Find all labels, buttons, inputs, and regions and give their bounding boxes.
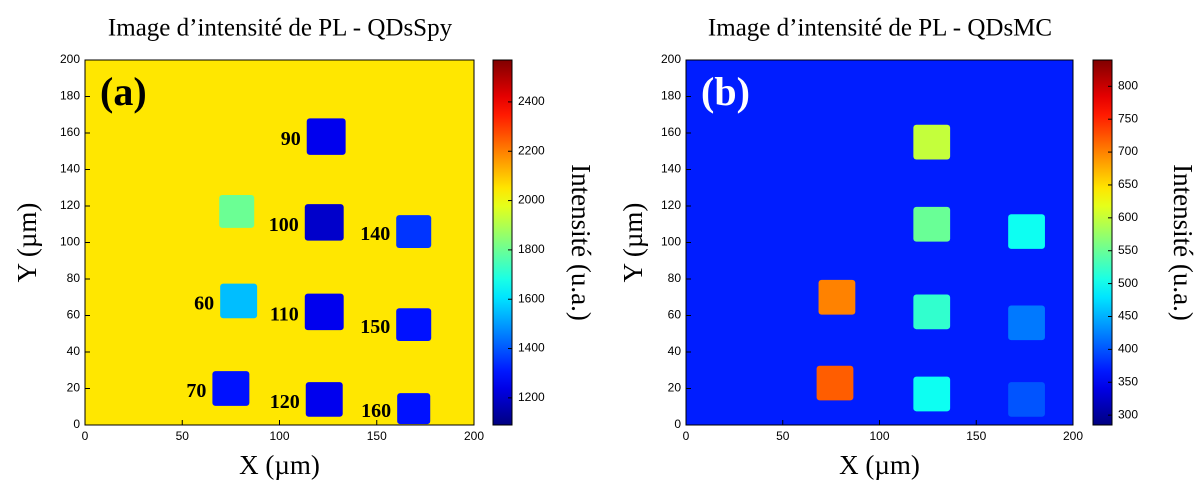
heatmap-region	[212, 371, 250, 406]
region-label: 60	[194, 292, 214, 314]
colorbar-tick-label: 400	[1118, 342, 1138, 356]
y-tick-label: 180	[60, 89, 80, 103]
region-label: 120	[270, 391, 300, 413]
x-tick-label: 150	[367, 429, 387, 443]
colorbar-tick-label: 1400	[518, 341, 545, 355]
y-tick-label: 100	[60, 235, 80, 249]
y-tick-label: 60	[67, 308, 81, 322]
heatmap-region	[220, 283, 258, 319]
y-tick-label: 120	[60, 198, 80, 212]
x-tick-label: 100	[869, 429, 889, 443]
panel-label: (b)	[701, 69, 750, 114]
x-tick-label: 0	[683, 429, 690, 443]
colorbar-tick-label: 350	[1118, 374, 1138, 388]
colorbar-tick-label: 2400	[518, 94, 545, 108]
y-tick-label: 0	[73, 417, 80, 431]
y-tick-label: 0	[674, 417, 681, 431]
y-tick-label: 80	[668, 271, 682, 285]
colorbar-tick-label: 300	[1118, 407, 1138, 421]
y-tick-label: 100	[661, 235, 681, 249]
colorbar-tick-label: 750	[1118, 111, 1138, 125]
x-tick-label: 0	[82, 429, 89, 443]
x-tick-label: 50	[176, 429, 190, 443]
x-axis-label: X (µm)	[839, 450, 920, 480]
heatmap-region	[913, 294, 951, 330]
x-tick-label: 100	[269, 429, 289, 443]
colorbar-tick-label: 1200	[518, 390, 545, 404]
colorbar-label: Intensité (u.a.)	[566, 164, 596, 321]
region-label: 90	[281, 128, 301, 150]
colorbar	[1092, 59, 1113, 426]
colorbar-tick-label: 450	[1118, 309, 1138, 323]
region-label: 150	[360, 316, 390, 338]
y-tick-label: 180	[661, 89, 681, 103]
x-axis-label: X (µm)	[239, 450, 320, 480]
colorbar	[492, 59, 513, 426]
heatmap-region	[1008, 305, 1045, 341]
x-tick-label: 200	[1063, 429, 1083, 443]
heatmap-region	[1008, 214, 1045, 249]
y-tick-label: 40	[67, 344, 81, 358]
y-axis-label: Y (µm)	[12, 203, 42, 283]
x-tick-label: 150	[966, 429, 986, 443]
chart-title: Image d’intensité de PL - QDsSpy	[108, 15, 453, 42]
heatmap-region	[219, 195, 255, 228]
heatmap-region	[818, 279, 856, 315]
x-tick-label: 200	[464, 429, 484, 443]
colorbar-tick-label: 500	[1118, 276, 1138, 290]
region-label: 140	[360, 223, 390, 245]
region-label: 110	[270, 303, 299, 325]
colorbar-tick-label: 1600	[518, 291, 545, 305]
panel-label: (a)	[100, 69, 147, 114]
x-tick-label: 50	[776, 429, 790, 443]
colorbar-tick-label: 650	[1118, 177, 1138, 191]
y-tick-label: 140	[60, 162, 80, 176]
y-tick-label: 20	[668, 381, 682, 395]
region-label: 70	[186, 380, 206, 402]
y-axis-label: Y (µm)	[618, 203, 648, 283]
y-tick-label: 60	[668, 308, 682, 322]
chart-title: Image d’intensité de PL - QDsMC	[708, 15, 1052, 42]
y-tick-label: 140	[661, 162, 681, 176]
y-tick-label: 120	[661, 198, 681, 212]
heatmap-region	[913, 206, 951, 242]
y-tick-label: 200	[60, 52, 80, 66]
heatmap-region	[816, 365, 854, 401]
heatmap-region	[306, 118, 346, 155]
colorbar-tick-label: 800	[1118, 78, 1138, 92]
colorbar-tick-label: 700	[1118, 144, 1138, 158]
colorbar-tick-label: 2000	[518, 193, 545, 207]
heatmap-region	[304, 293, 344, 331]
heatmap-region	[913, 124, 951, 160]
region-label: 100	[269, 214, 299, 236]
heatmap-region	[305, 382, 343, 417]
y-tick-label: 40	[668, 344, 682, 358]
y-tick-label: 160	[661, 125, 681, 139]
heatmap-region	[396, 215, 432, 248]
heatmap-region	[396, 308, 432, 342]
colorbar-label: Intensité (u.a.)	[1168, 164, 1198, 321]
y-tick-label: 200	[661, 52, 681, 66]
y-tick-label: 80	[67, 271, 81, 285]
y-tick-label: 160	[60, 125, 80, 139]
region-label: 160	[361, 400, 391, 422]
heatmap-region	[913, 376, 951, 412]
heatmap-region	[1008, 382, 1045, 417]
colorbar-tick-label: 1800	[518, 242, 545, 256]
heatmap-region	[304, 204, 344, 241]
heatmap-region	[397, 393, 431, 425]
colorbar-tick-label: 600	[1118, 210, 1138, 224]
colorbar-tick-label: 2200	[518, 143, 545, 157]
y-tick-label: 20	[67, 381, 81, 395]
colorbar-tick-label: 550	[1118, 243, 1138, 257]
